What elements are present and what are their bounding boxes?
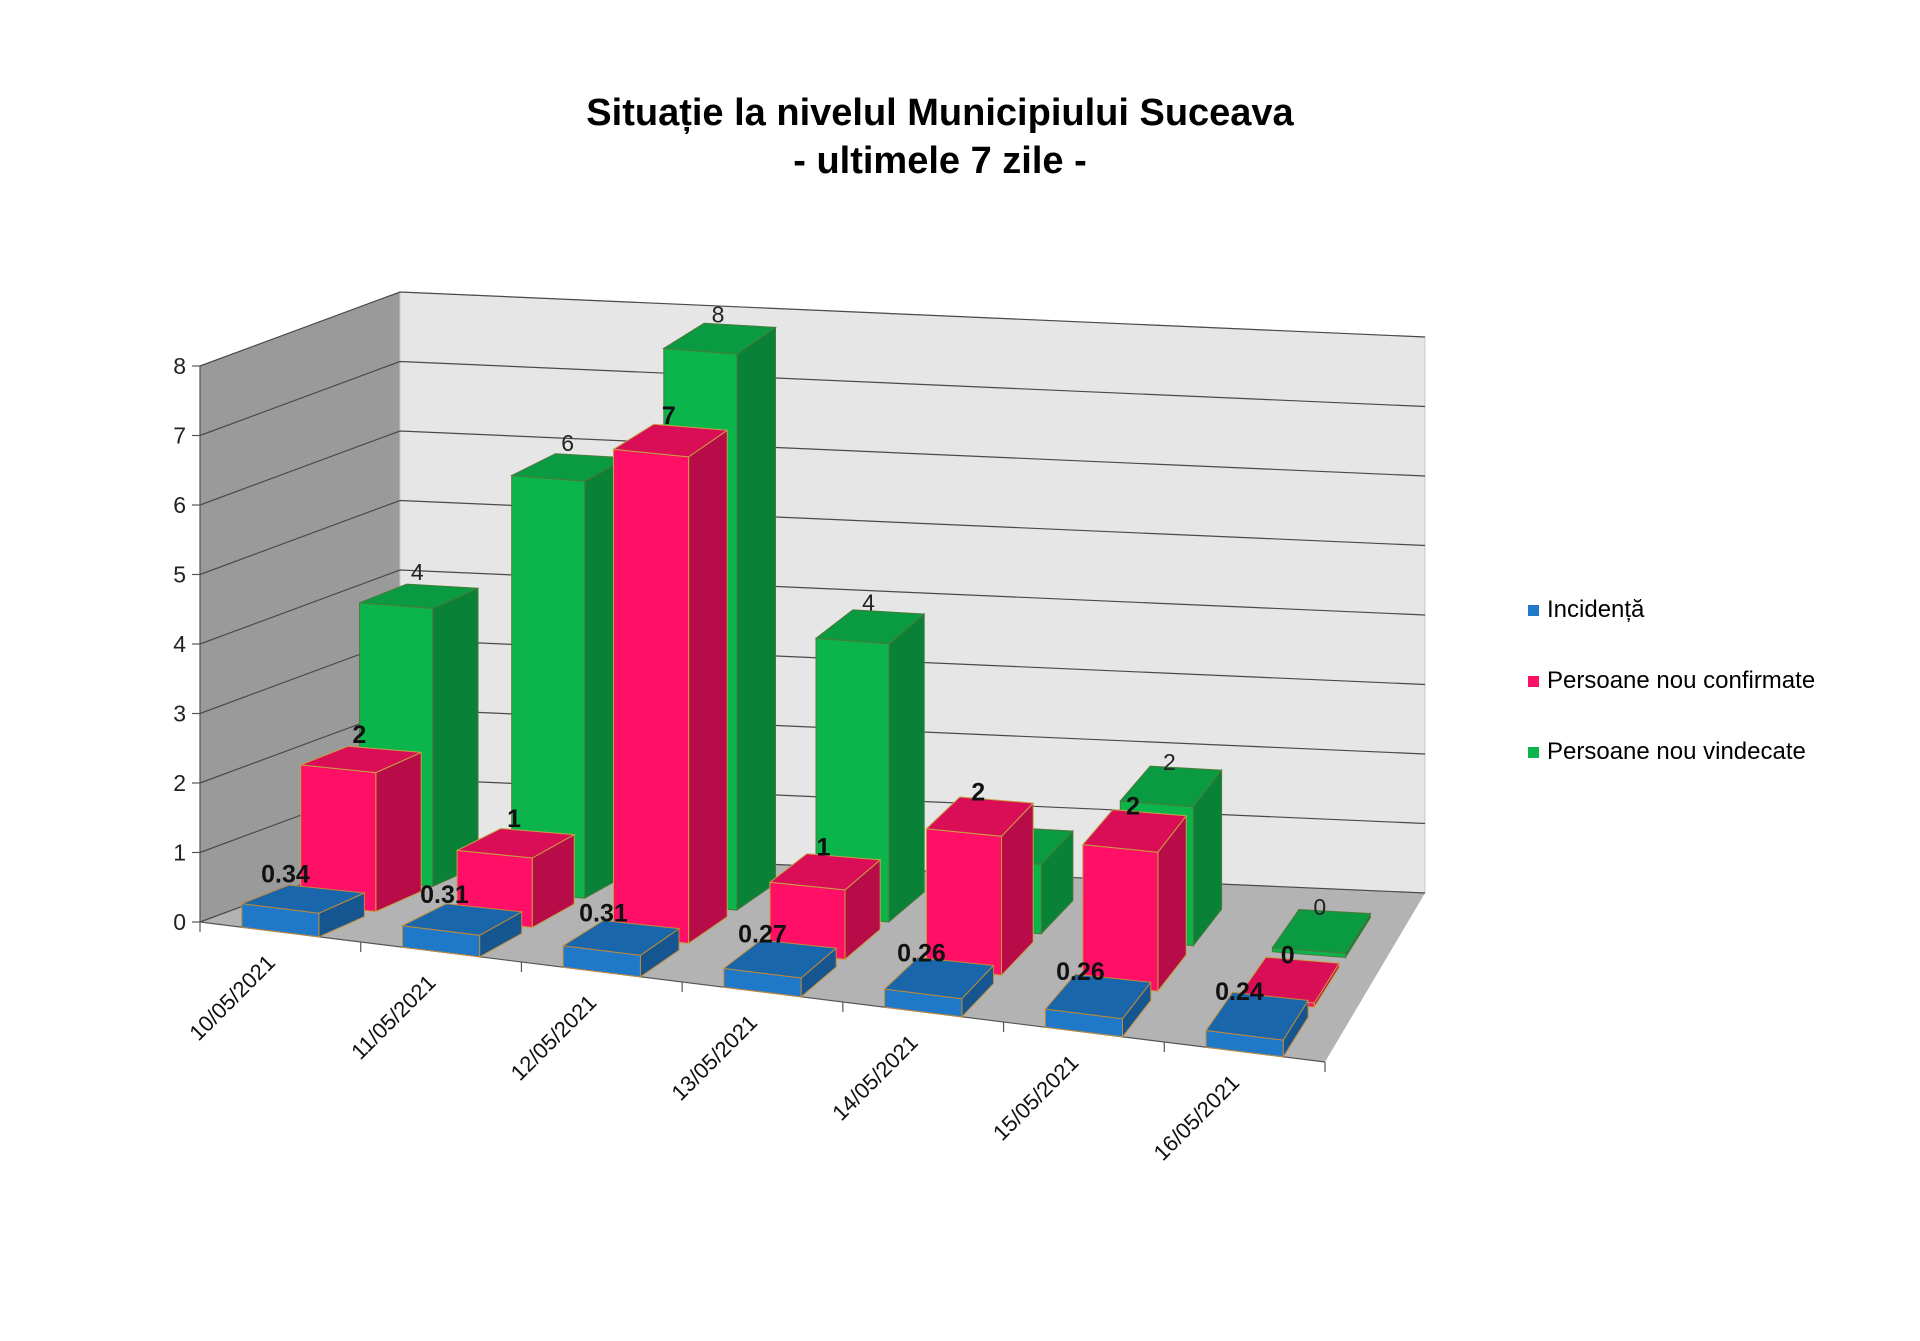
bar-2-6 — [1271, 908, 1372, 960]
bar-top — [359, 583, 479, 609]
bar-top — [1271, 908, 1372, 954]
bar-0-5 — [1044, 973, 1152, 1039]
data-label: 2 — [1163, 749, 1176, 775]
data-label: 0.31 — [420, 881, 469, 909]
bar-top — [1205, 991, 1309, 1041]
data-label: 2 — [1126, 793, 1140, 821]
bar-top — [455, 827, 576, 859]
bar-top — [883, 956, 995, 1000]
legend-swatch — [1528, 676, 1539, 687]
x-tick-label: 14/05/2021 — [827, 1030, 923, 1126]
legend-label: Persoane nou vindecate — [1547, 738, 1806, 765]
bar-1-3 — [768, 853, 882, 961]
bar-1-0 — [300, 745, 422, 913]
legend-label: Incidență — [1547, 596, 1645, 623]
legend-item: Persoane nou confirmate — [1528, 667, 1815, 694]
x-tick-label: 15/05/2021 — [988, 1050, 1084, 1146]
bar-0-1 — [400, 903, 524, 958]
legend-swatch — [1528, 605, 1539, 616]
y-tick-label: 1 — [173, 840, 186, 866]
x-tick-label: 10/05/2021 — [184, 950, 280, 1046]
y-tick-label: 7 — [173, 423, 186, 449]
bar-0-6 — [1205, 991, 1309, 1059]
data-label: 0.26 — [1056, 958, 1105, 986]
y-tick-label: 5 — [173, 562, 186, 588]
y-tick-label: 3 — [173, 701, 186, 727]
bar-2-3 — [814, 609, 926, 923]
bar-top — [300, 745, 422, 774]
y-tick-label: 8 — [173, 353, 186, 379]
bar-side — [375, 751, 422, 913]
gridline — [199, 430, 1426, 506]
y-tick-label: 4 — [173, 631, 186, 657]
data-label: 0 — [1313, 894, 1326, 920]
bar-top — [814, 609, 926, 645]
data-label: 0.27 — [738, 921, 787, 949]
bar-0-0 — [241, 884, 367, 938]
legend-label: Persoane nou confirmate — [1547, 667, 1815, 694]
data-label: 8 — [712, 301, 725, 327]
gridlines — [199, 291, 1426, 923]
gridline — [199, 291, 1426, 367]
x-tick-label: 16/05/2021 — [1149, 1070, 1245, 1166]
chart-subtitle: - ultimele 7 zile - — [793, 140, 1087, 182]
data-label: 2 — [971, 778, 985, 806]
bar-side — [736, 326, 776, 912]
bars — [241, 322, 1372, 1059]
y-tick-label: 2 — [173, 770, 186, 796]
bar-top — [722, 939, 838, 979]
chart-title: Situație la nivelul Municipiului Suceava — [586, 92, 1294, 134]
bar-top — [1044, 973, 1152, 1020]
y-tick-label: 6 — [173, 492, 186, 518]
bar-top — [1081, 809, 1188, 853]
bar-0-3 — [722, 939, 838, 998]
y-axis: 0 1 2 3 4 5 6 7 8 — [173, 353, 201, 935]
legend: Incidență Persoane nou confirmate Persoane… — [1528, 596, 1815, 765]
bar-top — [925, 796, 1035, 837]
gridline — [199, 499, 1426, 576]
bar-top — [561, 919, 681, 956]
bar-1-5 — [1081, 809, 1188, 993]
data-labels: 46842021712200.340.310.310.270.260.260.2… — [261, 301, 1326, 1006]
bar-top — [1119, 765, 1223, 808]
gridline — [199, 569, 1426, 645]
bar-side — [432, 587, 479, 888]
bar-side — [888, 612, 925, 923]
legend-item: Persoane nou vindecate — [1528, 738, 1806, 765]
data-label: 4 — [862, 590, 875, 616]
legend-item: Incidență — [1528, 596, 1645, 623]
bar-top — [611, 423, 729, 458]
bar-top — [662, 322, 777, 355]
data-label: 0.24 — [1215, 978, 1264, 1006]
data-label: 0.34 — [261, 861, 310, 889]
data-label: 0 — [1281, 942, 1295, 970]
bar-top — [400, 903, 524, 936]
bar-top — [768, 853, 882, 891]
gridline — [199, 360, 1426, 437]
bar-front — [613, 448, 690, 944]
x-tick-label: 13/05/2021 — [666, 1010, 762, 1106]
x-tick-label: 11/05/2021 — [346, 970, 440, 1064]
data-label: 1 — [817, 833, 831, 861]
bar-side — [688, 429, 728, 945]
data-label: 4 — [411, 559, 424, 585]
data-label: 1 — [507, 805, 521, 833]
data-label: 0.26 — [897, 940, 946, 968]
y-tick-label: 0 — [173, 909, 186, 935]
data-label: 0.31 — [579, 900, 628, 928]
data-label: 7 — [662, 402, 676, 430]
data-label: 6 — [561, 430, 574, 456]
bar-top — [241, 884, 367, 914]
x-tick-label: 12/05/2021 — [506, 990, 602, 1086]
bar-0-2 — [561, 919, 681, 978]
bar-0-4 — [883, 956, 995, 1019]
legend-swatch — [1528, 747, 1539, 758]
bar-1-2 — [611, 423, 729, 945]
data-label: 2 — [352, 721, 366, 749]
